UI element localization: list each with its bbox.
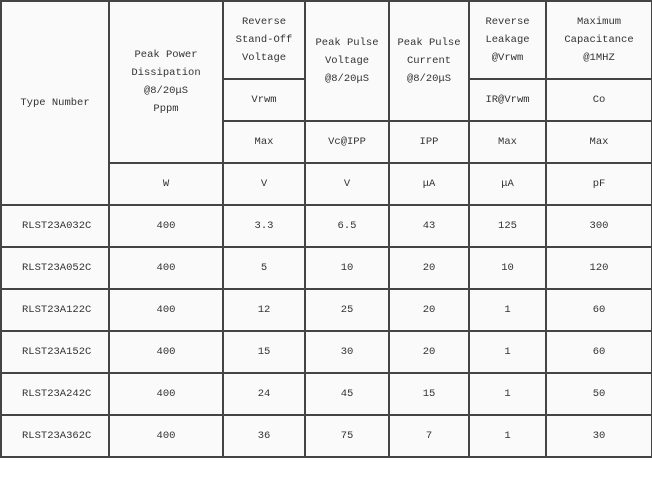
header-unit-voltage: V — [304, 162, 390, 206]
header-unit-capacitance: pF — [545, 162, 652, 206]
header-reverse-standoff: Reverse Stand-Off Voltage — [222, 0, 306, 80]
header-unit-current: μA — [388, 162, 470, 206]
header-unit-standoff: V — [222, 162, 306, 206]
header-cond-standoff: Max — [222, 120, 306, 164]
cell-peak-current: 20 — [388, 246, 470, 290]
cell-standoff-voltage: 3.3 — [222, 204, 306, 248]
cell-leakage: 1 — [468, 288, 547, 332]
cell-capacitance: 120 — [545, 246, 652, 290]
cell-peak-current: 7 — [388, 414, 470, 458]
cell-leakage: 1 — [468, 330, 547, 374]
header-reverse-leakage: Reverse Leakage @Vrwm — [468, 0, 547, 80]
cell-standoff-voltage: 15 — [222, 330, 306, 374]
cell-standoff-voltage: 24 — [222, 372, 306, 416]
table-row: RLST23A122C 400 12 25 20 1 60 — [0, 288, 652, 332]
spec-table: Type Number Peak Power Dissipation @8/20… — [0, 0, 652, 458]
cell-leakage: 1 — [468, 414, 547, 458]
cell-peak-power: 400 — [108, 288, 224, 332]
header-symbol-co: Co — [545, 78, 652, 122]
cell-type-number: RLST23A052C — [0, 246, 110, 290]
cell-peak-current: 20 — [388, 288, 470, 332]
header-peak-pulse-current: Peak Pulse Current @8/20μS — [388, 0, 470, 122]
cell-clamping-voltage: 45 — [304, 372, 390, 416]
cell-clamping-voltage: 30 — [304, 330, 390, 374]
table-row: RLST23A052C 400 5 10 20 10 120 — [0, 246, 652, 290]
cell-peak-power: 400 — [108, 372, 224, 416]
header-unit-power: W — [108, 162, 224, 206]
cell-peak-current: 20 — [388, 330, 470, 374]
cell-leakage: 10 — [468, 246, 547, 290]
cell-leakage: 125 — [468, 204, 547, 248]
cell-peak-power: 400 — [108, 204, 224, 248]
cell-clamping-voltage: 75 — [304, 414, 390, 458]
header-unit-leakage: μA — [468, 162, 547, 206]
cell-peak-power: 400 — [108, 330, 224, 374]
header-symbol-vrwm: Vrwm — [222, 78, 306, 122]
table-row: RLST23A362C 400 36 75 7 1 30 — [0, 414, 652, 458]
cell-peak-power: 400 — [108, 246, 224, 290]
header-cond-voltage: Vc@IPP — [304, 120, 390, 164]
cell-capacitance: 300 — [545, 204, 652, 248]
header-type-number: Type Number — [0, 0, 110, 206]
cell-type-number: RLST23A152C — [0, 330, 110, 374]
cell-type-number: RLST23A362C — [0, 414, 110, 458]
cell-clamping-voltage: 6.5 — [304, 204, 390, 248]
cell-capacitance: 30 — [545, 414, 652, 458]
cell-peak-current: 15 — [388, 372, 470, 416]
cell-standoff-voltage: 12 — [222, 288, 306, 332]
cell-standoff-voltage: 5 — [222, 246, 306, 290]
cell-type-number: RLST23A122C — [0, 288, 110, 332]
cell-capacitance: 60 — [545, 330, 652, 374]
cell-clamping-voltage: 25 — [304, 288, 390, 332]
header-symbol-ir: IR@Vrwm — [468, 78, 547, 122]
cell-type-number: RLST23A242C — [0, 372, 110, 416]
cell-capacitance: 60 — [545, 288, 652, 332]
header-peak-power: Peak Power Dissipation @8/20μS Pppm — [108, 0, 224, 164]
header-cond-current: IPP — [388, 120, 470, 164]
header-cond-leakage: Max — [468, 120, 547, 164]
header-cond-capacitance: Max — [545, 120, 652, 164]
cell-type-number: RLST23A032C — [0, 204, 110, 248]
table-row: RLST23A152C 400 15 30 20 1 60 — [0, 330, 652, 374]
header-peak-pulse-voltage: Peak Pulse Voltage @8/20μS — [304, 0, 390, 122]
header-max-capacitance: Maximum Capacitance @1MHZ — [545, 0, 652, 80]
cell-clamping-voltage: 10 — [304, 246, 390, 290]
cell-standoff-voltage: 36 — [222, 414, 306, 458]
cell-leakage: 1 — [468, 372, 547, 416]
table-row: RLST23A032C 400 3.3 6.5 43 125 300 — [0, 204, 652, 248]
table-row: RLST23A242C 400 24 45 15 1 50 — [0, 372, 652, 416]
cell-peak-current: 43 — [388, 204, 470, 248]
cell-capacitance: 50 — [545, 372, 652, 416]
cell-peak-power: 400 — [108, 414, 224, 458]
